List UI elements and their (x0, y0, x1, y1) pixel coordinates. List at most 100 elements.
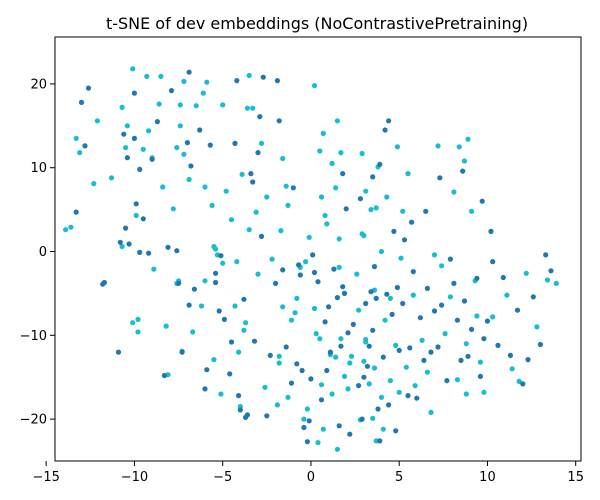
scatter-point (357, 196, 363, 202)
scatter-point (424, 285, 430, 291)
scatter-point (387, 378, 393, 384)
scatter-point (234, 259, 240, 265)
points-layer (63, 66, 559, 452)
scatter-point (484, 318, 490, 324)
scatter-point (435, 344, 441, 350)
scatter-point (146, 128, 152, 134)
scatter-point (347, 431, 353, 437)
scatter-point (91, 181, 97, 187)
scatter-point (371, 365, 378, 371)
scatter-point (380, 354, 386, 360)
scatter-point (202, 386, 208, 392)
scatter-point (318, 382, 325, 388)
scatter-point (341, 373, 348, 379)
scatter-point (370, 415, 376, 421)
scatter-point (311, 305, 318, 312)
scatter-point (394, 284, 400, 291)
x-tick-label: −5 (213, 470, 232, 485)
scatter-point (299, 367, 305, 374)
scatter-point (213, 246, 219, 252)
scatter-point (236, 393, 242, 399)
scatter-point (85, 85, 92, 91)
scatter-point (333, 185, 339, 191)
scatter-point (236, 349, 242, 355)
scatter-point (255, 271, 261, 277)
scatter-point (348, 353, 355, 359)
scatter-point (375, 406, 381, 412)
scatter-point (311, 83, 318, 89)
scatter-point (380, 426, 386, 432)
scatter-point (336, 423, 342, 429)
scatter-point (373, 205, 379, 211)
scatter-point (140, 216, 146, 222)
scatter-point (350, 321, 356, 327)
scatter-point (123, 145, 129, 151)
scatter-point (534, 324, 540, 330)
scatter-point (378, 394, 385, 400)
y-tick-label: 0 (39, 245, 47, 260)
scatter-point (108, 175, 115, 181)
scatter-point (274, 78, 280, 84)
scatter-point (174, 248, 180, 254)
scatter-point (156, 101, 162, 107)
scatter-point (393, 428, 399, 434)
scatter-point (68, 224, 74, 230)
scatter-point (207, 142, 213, 148)
scatter-point (146, 250, 152, 256)
scatter-point (439, 302, 445, 308)
chart-title: t-SNE of dev embeddings (NoContrastivePr… (106, 14, 528, 33)
scatter-point (329, 160, 335, 167)
scatter-point (340, 171, 346, 177)
scatter-point (78, 99, 85, 105)
scatter-point (345, 386, 351, 392)
scatter-point (530, 294, 536, 300)
scatter-point (500, 274, 506, 281)
scatter-point (373, 295, 379, 301)
scatter-point (198, 303, 205, 309)
scatter-point (412, 383, 418, 389)
scatter-point (262, 384, 268, 390)
scatter-point (454, 317, 460, 323)
scatter-point (251, 338, 258, 344)
scatter-point (447, 256, 453, 262)
scatter-point (294, 295, 300, 301)
scatter-point (260, 74, 266, 80)
scatter-point (73, 135, 79, 141)
scatter-point (202, 184, 208, 190)
scatter-point (387, 295, 393, 301)
scatter-point (301, 424, 307, 431)
scatter-point (306, 234, 312, 240)
scatter-point (320, 426, 326, 432)
scatter-point (213, 279, 219, 286)
scatter-point (130, 66, 136, 72)
scatter-point (363, 300, 369, 307)
scatter-point (133, 212, 139, 219)
scatter-point (140, 146, 146, 152)
scatter-point (258, 140, 265, 146)
scatter-point (269, 256, 275, 262)
scatter-point (469, 326, 475, 332)
scatter-point (340, 284, 346, 290)
scatter-point (384, 194, 390, 200)
scatter-point (378, 248, 385, 255)
scatter-point (188, 163, 194, 169)
scatter-point (124, 123, 130, 129)
scatter-point (241, 327, 247, 333)
scatter-point (310, 252, 316, 258)
scatter-point (303, 259, 309, 265)
scatter-point (477, 359, 483, 365)
scatter-point (177, 102, 183, 108)
scatter-point (394, 144, 400, 150)
scatter-point (465, 136, 471, 142)
scatter-point (451, 189, 457, 195)
scatter-point (317, 148, 323, 154)
scatter-point (301, 416, 307, 422)
scatter-point (124, 155, 130, 161)
scatter-point (419, 337, 425, 343)
scatter-point (431, 252, 438, 258)
scatter-point (366, 343, 372, 349)
scatter-point (553, 280, 559, 286)
scatter-point (204, 367, 210, 373)
scatter-point (317, 336, 323, 342)
scatter-point (274, 402, 280, 408)
